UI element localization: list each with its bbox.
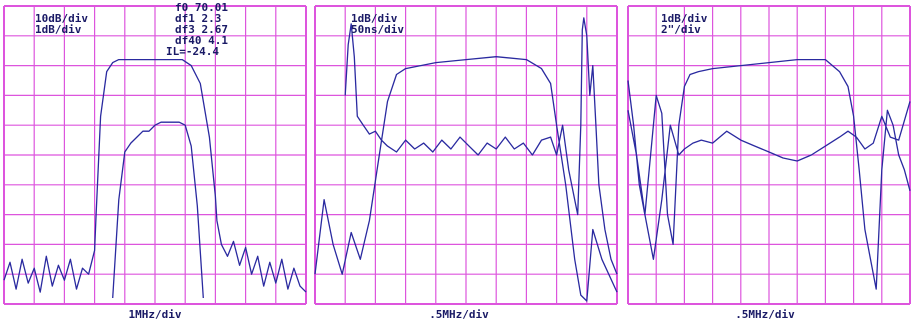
- chart-1-readout-df40: df40 4.1: [175, 34, 228, 47]
- chart-panel-3: 1dB/div 2"/div .5MHz/div: [627, 5, 911, 321]
- chart-1-trace-1: [3, 58, 307, 293]
- chart-1-readout-df1: df1 2.3: [175, 12, 221, 25]
- chart-3-xlabel: .5MHz/div: [735, 308, 795, 321]
- chart-1-trace-2: [112, 121, 204, 299]
- chart-1-readout-il: IL=-24.4: [166, 45, 219, 58]
- chart-2-trace-2: [344, 17, 618, 275]
- chart-3-annotation-1: 1dB/div: [661, 12, 708, 25]
- chart-3-annotation-2: 2"/div: [661, 23, 701, 36]
- chart-2-xlabel: .5MHz/div: [429, 308, 489, 321]
- chart-2-traces: [314, 17, 618, 302]
- chart-1-grid: [3, 5, 307, 305]
- chart-1-traces: [3, 58, 307, 299]
- chart-1-annotation-1: 10dB/div: [35, 12, 88, 25]
- chart-1-annotation-2: 1dB/div: [35, 23, 82, 36]
- chart-3-trace-1: [627, 58, 911, 290]
- chart-1-xlabel: 1MHz/div: [129, 308, 182, 321]
- chart-3-trace-2: [627, 101, 911, 260]
- chart-1-readout-f0: f0 70.01: [175, 1, 228, 14]
- chart-2-annotation-1: 1dB/div: [351, 12, 398, 25]
- chart-2-annotation-2: 50ns/div: [351, 23, 404, 36]
- chart-2-trace-1: [314, 56, 618, 302]
- chart-panel-1: 10dB/div 1dB/div f0 70.01 df1 2.3 df3 2.…: [3, 1, 307, 321]
- chart-panel-2: 1dB/div 50ns/div .5MHz/div: [314, 5, 618, 321]
- chart-1-readout-df3: df3 2.67: [175, 23, 228, 36]
- chart-3-grid: [627, 5, 911, 305]
- chart-3-traces: [627, 58, 911, 290]
